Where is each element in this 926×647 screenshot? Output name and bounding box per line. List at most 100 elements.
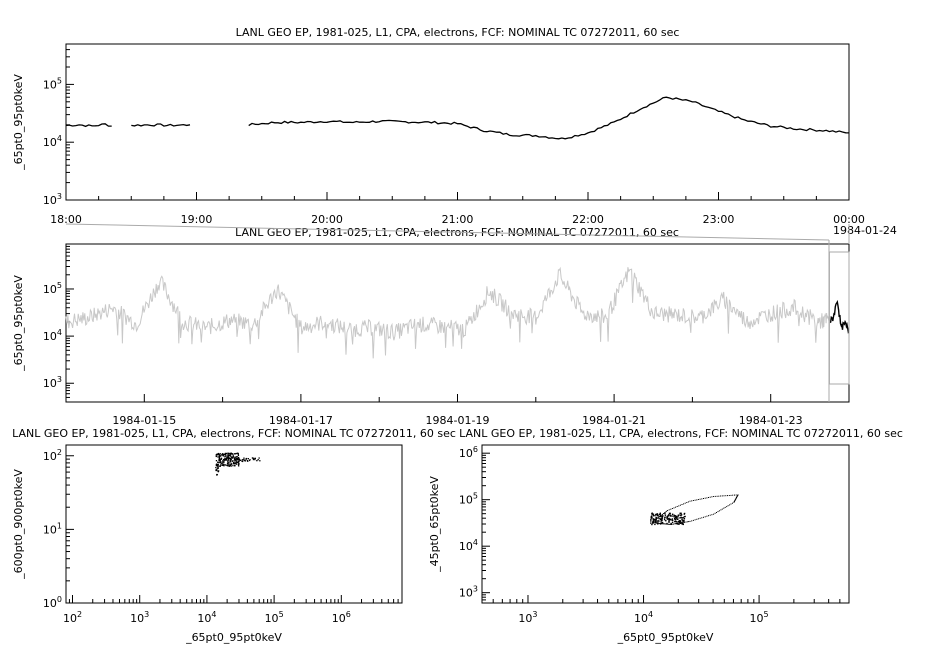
bl-scatter-point <box>227 465 229 467</box>
br-scatter-point <box>704 516 706 518</box>
br-scatter-point <box>678 521 680 523</box>
bl-scatter-point <box>252 458 255 461</box>
br-scatter-point <box>675 520 677 523</box>
br-scatter-point <box>689 500 691 502</box>
br-scatter-point <box>709 514 711 516</box>
br-scatter-point <box>697 499 699 500</box>
br-scatter-point <box>683 518 686 520</box>
bl-scatter-point <box>253 457 255 460</box>
middle-x-tick-label: 1984-01-23 <box>739 414 803 427</box>
bl-scatter-point <box>228 465 230 467</box>
br-scatter-point <box>676 521 678 523</box>
br-scatter-point <box>704 497 706 499</box>
br-scatter-point <box>676 522 678 525</box>
bl-scatter-point <box>222 460 224 462</box>
top-timeseries-plot: LANL GEO EP, 1981-025, L1, CPA, electron… <box>12 26 897 237</box>
top-x-tick-label: 21:00 <box>442 213 474 226</box>
bl-scatter-point <box>236 460 238 462</box>
br-scatter-point <box>675 506 677 508</box>
bl-plot-frame <box>65 444 403 604</box>
br-scatter-point <box>671 518 673 520</box>
br-scatter-point <box>688 521 690 523</box>
bl-scatter-point <box>217 456 219 458</box>
bl-scatter-point <box>254 457 256 459</box>
br-scatter-point <box>706 515 708 517</box>
middle-x-tick-label: 1984-01-19 <box>426 414 490 427</box>
top-y-tick-label: 104 <box>43 134 62 149</box>
br-scatter-point <box>678 505 680 507</box>
br-x-axis-label: _65pt0_95pt0keV <box>617 631 714 644</box>
br-scatter-point <box>652 519 654 521</box>
bl-scatter-point <box>248 459 251 462</box>
br-y-tick-label: 105 <box>459 492 478 507</box>
bl-scatter-point <box>215 469 218 472</box>
br-scatter-point <box>668 509 670 511</box>
bl-scatter-point <box>219 459 221 461</box>
top-y-tick-label: 105 <box>43 76 62 91</box>
bl-scatter-point <box>215 463 218 465</box>
bl-scatter-point <box>218 461 220 464</box>
br-scatter-point <box>714 495 716 497</box>
bl-scatter-point <box>246 460 248 462</box>
bl-scatter-point <box>238 457 240 459</box>
bl-scatter-point <box>232 456 234 458</box>
bl-scatter-point <box>237 458 239 460</box>
br-scatter-point <box>674 523 676 525</box>
bl-scatter-point <box>234 461 236 463</box>
bl-scatter-point <box>215 460 218 462</box>
bl-scatter-point <box>217 464 219 466</box>
br-scatter-point <box>668 518 670 521</box>
bl-scatter-point <box>224 458 226 460</box>
bl-scatter-point <box>233 462 235 464</box>
bl-scatter-point <box>230 458 232 461</box>
br-scatter-point <box>692 500 694 501</box>
bl-scatter-point <box>227 460 229 462</box>
bl-scatter-point <box>222 459 224 462</box>
middle-y-tick-label: 105 <box>43 281 62 296</box>
bl-scatter-point <box>215 468 217 471</box>
top-x-tick-label: 19:00 <box>181 213 213 226</box>
br-scatter-point <box>696 499 698 501</box>
br-scatter-point <box>654 523 656 526</box>
br-scatter-point <box>656 520 659 522</box>
bl-scatter-point <box>223 453 225 455</box>
bl-scatter-point <box>220 464 222 466</box>
br-scatter-point <box>691 520 693 522</box>
br-scatter-point <box>652 522 654 524</box>
bl-scatter-point <box>228 457 230 459</box>
br-scatter-point <box>667 518 670 520</box>
br-scatter-point <box>665 511 667 513</box>
br-x-tick-label: 103 <box>518 610 537 625</box>
bl-scatter-point <box>217 470 219 472</box>
br-scatter-point <box>677 523 679 525</box>
bl-scatter-point <box>215 466 217 469</box>
br-scatter-point <box>703 498 704 499</box>
bl-scatter-point <box>224 458 227 460</box>
br-scatter-point <box>672 519 674 522</box>
top-x-tick-label: 00:00 <box>833 213 865 226</box>
bl-scatter-point <box>227 464 229 466</box>
br-scatter-point <box>723 507 725 509</box>
bl-scatter-point <box>226 462 229 464</box>
bl-scatter-point <box>258 457 260 459</box>
bl-scatter-point <box>225 459 227 461</box>
br-scatter-point <box>673 515 675 518</box>
br-scatter-point <box>659 514 662 516</box>
bl-scatter-point <box>224 464 226 466</box>
br-scatter-point <box>733 501 735 503</box>
bl-scatter-point <box>235 452 237 455</box>
br-scatter-point <box>672 523 674 525</box>
br-scatter-point <box>675 518 677 520</box>
br-scatter-point <box>694 519 696 521</box>
bl-scatter-point <box>227 457 229 459</box>
br-scatter-point <box>724 506 726 508</box>
br-scatter-point <box>669 523 671 525</box>
br-scatter-point <box>670 519 672 521</box>
bl-scatter-point <box>222 464 224 466</box>
br-scatter-point <box>669 518 671 520</box>
bl-scatter-point <box>219 462 222 464</box>
br-scatter-point <box>681 523 683 525</box>
br-scatter-point <box>658 522 660 524</box>
bl-scatter-point <box>217 471 219 473</box>
